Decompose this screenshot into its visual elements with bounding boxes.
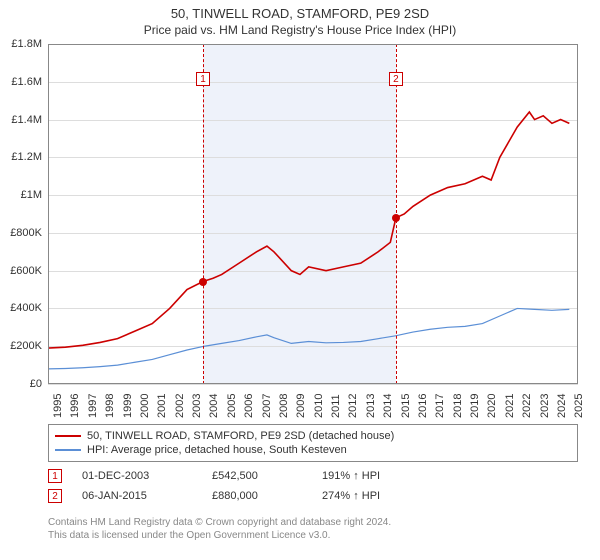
- x-tick-label: 2010: [313, 394, 325, 418]
- legend-label: 50, TINWELL ROAD, STAMFORD, PE9 2SD (det…: [87, 430, 394, 442]
- footer-line: Contains HM Land Registry data © Crown c…: [48, 516, 578, 529]
- x-tick-label: 2024: [556, 394, 568, 418]
- sale-date: 06-JAN-2015: [82, 490, 192, 502]
- sale-hpi: 191% ↑ HPI: [322, 470, 432, 482]
- x-tick-label: 2016: [417, 394, 429, 418]
- x-tick-label: 2011: [330, 394, 342, 418]
- y-tick-label: £1.6M: [0, 76, 42, 88]
- line-series-svg: [48, 44, 578, 384]
- x-tick-label: 2023: [539, 394, 551, 418]
- chart-title: 50, TINWELL ROAD, STAMFORD, PE9 2SD: [0, 0, 600, 21]
- legend-swatch: [55, 449, 81, 451]
- x-tick-label: 2015: [400, 394, 412, 418]
- legend-item: 50, TINWELL ROAD, STAMFORD, PE9 2SD (det…: [55, 429, 571, 443]
- x-tick-label: 2001: [156, 394, 168, 418]
- x-tick-label: 2014: [382, 394, 394, 418]
- x-tick-label: 2019: [469, 394, 481, 418]
- x-tick-label: 2021: [504, 394, 516, 418]
- x-tick-label: 2025: [573, 394, 585, 418]
- sale-row: 1 01-DEC-2003 £542,500 191% ↑ HPI: [48, 466, 578, 486]
- y-tick-label: £1.4M: [0, 114, 42, 126]
- legend-label: HPI: Average price, detached house, Sout…: [87, 444, 347, 456]
- legend: 50, TINWELL ROAD, STAMFORD, PE9 2SD (det…: [48, 424, 578, 462]
- x-tick-label: 1997: [87, 394, 99, 418]
- legend-item: HPI: Average price, detached house, Sout…: [55, 443, 571, 457]
- y-tick-label: £400K: [0, 302, 42, 314]
- x-tick-label: 2017: [434, 394, 446, 418]
- x-tick-label: 2002: [174, 394, 186, 418]
- series-line: [48, 112, 569, 348]
- sales-table: 1 01-DEC-2003 £542,500 191% ↑ HPI 2 06-J…: [48, 466, 578, 506]
- x-tick-label: 1999: [122, 394, 134, 418]
- sale-price: £542,500: [212, 470, 302, 482]
- x-tick-label: 1996: [69, 394, 81, 418]
- y-tick-label: £600K: [0, 265, 42, 277]
- sale-marker-icon: 2: [48, 489, 62, 503]
- sale-marker-on-chart: 2: [389, 72, 403, 86]
- series-line: [48, 308, 569, 368]
- y-tick-label: £800K: [0, 227, 42, 239]
- x-tick-label: 2009: [295, 394, 307, 418]
- sale-row: 2 06-JAN-2015 £880,000 274% ↑ HPI: [48, 486, 578, 506]
- chart-subtitle: Price paid vs. HM Land Registry's House …: [0, 21, 600, 41]
- x-tick-label: 2003: [191, 394, 203, 418]
- sale-point-dot: [392, 214, 400, 222]
- x-tick-label: 2007: [261, 394, 273, 418]
- y-tick-label: £1.8M: [0, 38, 42, 50]
- legend-swatch: [55, 435, 81, 437]
- plot-area: 12 £0£200K£400K£600K£800K£1M£1.2M£1.4M£1…: [48, 44, 578, 384]
- x-tick-label: 2020: [486, 394, 498, 418]
- sale-point-dot: [199, 278, 207, 286]
- sale-marker-on-chart: 1: [196, 72, 210, 86]
- footer-attribution: Contains HM Land Registry data © Crown c…: [48, 516, 578, 542]
- x-tick-label: 2013: [365, 394, 377, 418]
- sale-date: 01-DEC-2003: [82, 470, 192, 482]
- chart-container: 50, TINWELL ROAD, STAMFORD, PE9 2SD Pric…: [0, 0, 600, 560]
- x-tick-label: 2018: [452, 394, 464, 418]
- x-tick-label: 2005: [226, 394, 238, 418]
- sale-price: £880,000: [212, 490, 302, 502]
- y-tick-label: £200K: [0, 340, 42, 352]
- x-tick-label: 1998: [104, 394, 116, 418]
- x-tick-label: 2022: [521, 394, 533, 418]
- x-tick-label: 1995: [52, 394, 64, 418]
- x-tick-label: 2006: [243, 394, 255, 418]
- x-tick-label: 2008: [278, 394, 290, 418]
- footer-line: This data is licensed under the Open Gov…: [48, 529, 578, 542]
- y-tick-label: £0: [0, 378, 42, 390]
- y-tick-label: £1M: [0, 189, 42, 201]
- x-tick-label: 2004: [208, 394, 220, 418]
- y-tick-label: £1.2M: [0, 151, 42, 163]
- sale-marker-icon: 1: [48, 469, 62, 483]
- sale-hpi: 274% ↑ HPI: [322, 490, 432, 502]
- x-tick-label: 2000: [139, 394, 151, 418]
- x-tick-label: 2012: [347, 394, 359, 418]
